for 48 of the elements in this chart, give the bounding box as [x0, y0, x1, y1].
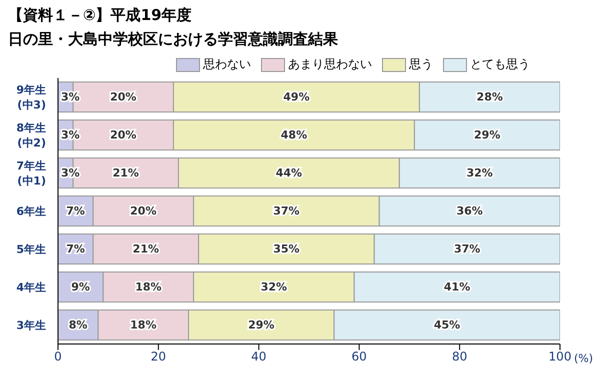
data-label: 28%: [476, 90, 503, 104]
x-axis-title: (%): [574, 352, 594, 365]
legend-label: 思わない: [203, 56, 251, 73]
legend-label: あまり思わない: [288, 56, 372, 73]
chart-title: 【資料１－②】平成19年度: [8, 6, 192, 25]
x-tick-label: 60: [352, 350, 367, 364]
data-label: 20%: [110, 90, 136, 104]
data-label: 32%: [466, 166, 493, 180]
legend-label: 思う: [409, 56, 433, 73]
data-label: 37%: [273, 204, 300, 218]
y-tick-label: 8年生 (中2): [16, 121, 46, 149]
x-tick-label: 80: [452, 350, 468, 364]
data-label: 3%: [61, 128, 80, 142]
data-label: 18%: [135, 280, 162, 294]
y-tick-label: 6年生: [16, 204, 46, 218]
x-tick-label: 0: [54, 350, 62, 364]
data-label: 8%: [68, 318, 88, 332]
legend-label: とても思う: [470, 56, 530, 73]
data-label: 20%: [110, 128, 136, 142]
y-tick-label: 9年生 (中3): [16, 83, 46, 111]
y-tick-label: 3年生: [16, 318, 46, 332]
data-label: 21%: [112, 166, 139, 180]
data-label: 41%: [444, 280, 470, 294]
x-tick-label: 40: [251, 350, 266, 364]
data-label: 7%: [66, 242, 85, 256]
data-label: 3%: [61, 166, 80, 180]
data-label: 29%: [248, 318, 274, 332]
data-label: 35%: [273, 242, 300, 256]
data-label: 37%: [454, 242, 480, 256]
data-label: 21%: [132, 242, 160, 256]
y-tick-label: 7年生 (中1): [16, 159, 46, 187]
data-label: 32%: [260, 280, 288, 294]
y-tick-label: 5年生: [16, 242, 46, 256]
data-label: 18%: [130, 318, 157, 332]
data-label: 29%: [474, 128, 500, 142]
y-tick-label: 4年生: [16, 280, 46, 294]
x-tick-label: 100: [548, 350, 572, 364]
data-label: 36%: [456, 204, 483, 218]
data-label: 3%: [61, 90, 80, 104]
data-label: 48%: [280, 128, 308, 142]
data-label: 45%: [434, 318, 460, 332]
data-label: 7%: [66, 204, 85, 218]
x-tick-label: 20: [150, 350, 166, 364]
data-label: 9%: [71, 280, 90, 294]
data-label: 20%: [130, 204, 157, 218]
data-label: 44%: [276, 166, 302, 180]
data-label: 49%: [283, 90, 310, 104]
chart-subtitle: 日の里・大島中学校区における学習意識調査結果: [8, 30, 338, 49]
